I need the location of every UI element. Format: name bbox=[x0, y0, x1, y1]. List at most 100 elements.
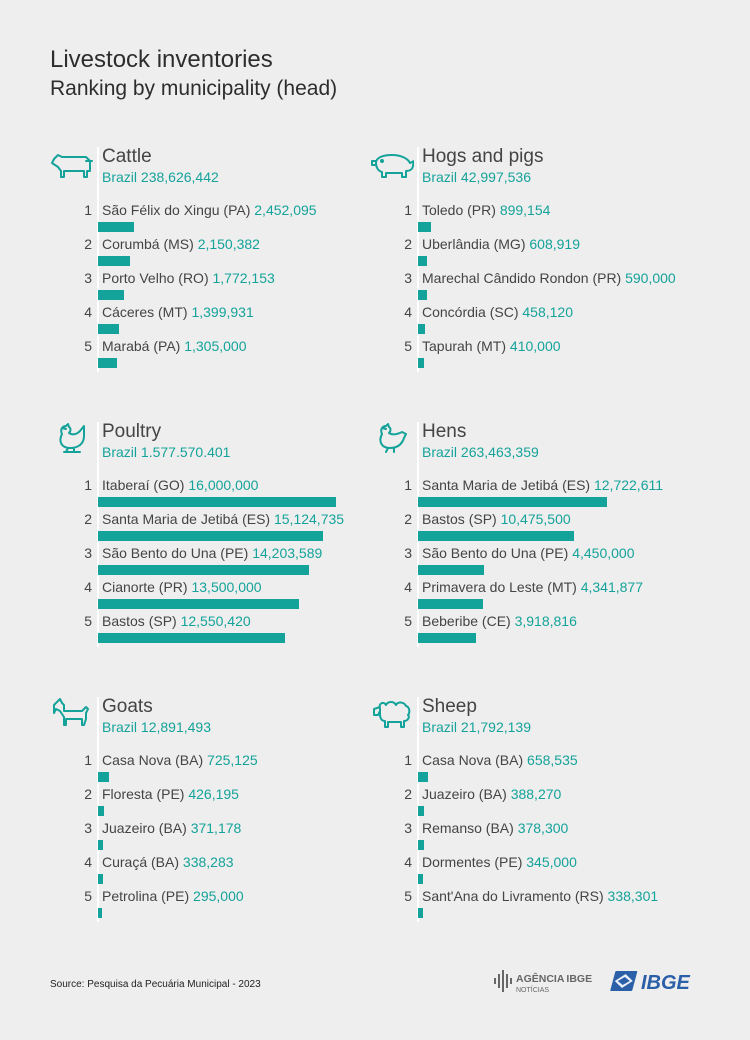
municipality-name: Cianorte (PR) bbox=[102, 579, 188, 595]
bar bbox=[98, 290, 124, 300]
data-label: 338,283 bbox=[182, 854, 234, 870]
chart-title: Sheep bbox=[422, 696, 477, 717]
sheep-icon bbox=[370, 697, 414, 729]
ranking-row: 1 Santa Maria de Jetibá (ES) 12,722,611 bbox=[370, 476, 730, 510]
rank-number: 1 bbox=[404, 202, 412, 218]
data-label: 410,000 bbox=[509, 338, 561, 354]
data-label: 608,919 bbox=[529, 236, 580, 252]
chart-title: Hogs and pigs bbox=[422, 146, 544, 167]
bar bbox=[98, 324, 119, 334]
ranking-row: 4 Curaçá (BA) 338,283 bbox=[50, 853, 410, 887]
ranking-row: 5 Sant'Ana do Livramento (RS) 338,301 bbox=[370, 887, 730, 921]
national-total: Brazil 21,792,139 bbox=[422, 718, 531, 736]
ranking-row: 2 Uberlândia (MG) 608,919 bbox=[370, 235, 730, 269]
chart-title: Poultry bbox=[102, 421, 162, 442]
municipality-name: Corumbá (MS) bbox=[102, 236, 194, 252]
bar bbox=[418, 840, 424, 850]
page-subtitle: Ranking by municipality (head) bbox=[50, 77, 338, 100]
bar bbox=[418, 633, 476, 643]
national-total: Brazil 263,463,359 bbox=[422, 443, 539, 461]
national-total: Brazil 238,626,442 bbox=[102, 168, 219, 186]
rank-number: 5 bbox=[404, 338, 412, 354]
bar bbox=[98, 256, 130, 266]
chart-panel-poultry: Poultry Brazil 1.577.570.401 1 Itaberaí (GO… bbox=[50, 420, 410, 680]
rank-number: 3 bbox=[84, 270, 92, 286]
rank-number: 5 bbox=[404, 613, 412, 629]
total-value: 21,792,139 bbox=[460, 719, 531, 735]
rank-number: 4 bbox=[404, 579, 412, 595]
poultry-icon bbox=[50, 422, 94, 454]
municipality-name: Porto Velho (RO) bbox=[102, 270, 209, 286]
municipality-name: Petrolina (PE) bbox=[102, 888, 190, 904]
data-label: 725,125 bbox=[207, 752, 258, 768]
municipality-label: Sant'Ana do Livramento (RS) 338,301 bbox=[422, 887, 658, 905]
rank-number: 4 bbox=[84, 579, 92, 595]
bar bbox=[98, 806, 104, 816]
municipality-label: Marabá (PA) 1,305,000 bbox=[102, 337, 247, 355]
municipality-label: Petrolina (PE) 295,000 bbox=[102, 887, 244, 905]
municipality-label: Casa Nova (BA) 658,535 bbox=[422, 751, 578, 769]
rank-number: 3 bbox=[404, 270, 412, 286]
data-label: 1,772,153 bbox=[212, 270, 275, 286]
rank-number: 2 bbox=[84, 786, 92, 802]
municipality-name: Sant'Ana do Livramento (RS) bbox=[422, 888, 608, 904]
source-note: Source: Pesquisa da Pecuária Municipal -… bbox=[50, 979, 261, 990]
chart-panel-sheep: Sheep Brazil 21,792,139 1 Casa Nova (BA) 65… bbox=[370, 695, 730, 955]
rank-number: 5 bbox=[84, 613, 92, 629]
ranking-row: 2 Santa Maria de Jetibá (ES) 15,124,735 bbox=[50, 510, 410, 544]
ibge-logo-text: IBGE bbox=[641, 972, 691, 993]
ranking-row: 4 Concórdia (SC) 458,120 bbox=[370, 303, 730, 337]
bar bbox=[418, 908, 423, 918]
chart-panel-cattle: Cattle Brazil 238,626,442 1 São Félix do Xi… bbox=[50, 145, 410, 405]
data-label: 2,150,382 bbox=[197, 236, 260, 252]
ranking-row: 1 Toledo (PR) 899,154 bbox=[370, 201, 730, 235]
municipality-label: Casa Nova (BA) 725,125 bbox=[102, 751, 258, 769]
municipality-name: Juazeiro (BA) bbox=[422, 786, 507, 802]
rank-number: 4 bbox=[84, 854, 92, 870]
ranking-row: 5 Beberibe (CE) 3,918,816 bbox=[370, 612, 730, 646]
bar bbox=[418, 874, 423, 884]
municipality-name: Primavera do Leste (MT) bbox=[422, 579, 577, 595]
municipality-label: Primavera do Leste (MT) 4,341,877 bbox=[422, 578, 643, 596]
agencia-logo-text-a: AGÊNCIA bbox=[516, 972, 565, 985]
ranking-row: 3 São Bento do Una (PE) 4,450,000 bbox=[370, 544, 730, 578]
rank-number: 5 bbox=[84, 338, 92, 354]
municipality-name: São Félix do Xingu (PA) bbox=[102, 202, 251, 218]
municipality-name: Concórdia (SC) bbox=[422, 304, 519, 320]
municipality-label: Beberibe (CE) 3,918,816 bbox=[422, 612, 577, 630]
bar bbox=[418, 497, 607, 507]
rank-number: 2 bbox=[404, 786, 412, 802]
bar bbox=[98, 358, 117, 368]
municipality-name: São Bento do Una (PE) bbox=[102, 545, 249, 561]
hen-icon bbox=[370, 422, 414, 454]
bar bbox=[98, 565, 309, 575]
data-label: 371,178 bbox=[190, 820, 242, 836]
ranking-row: 3 Porto Velho (RO) 1,772,153 bbox=[50, 269, 410, 303]
municipality-name: Santa Maria de Jetibá (ES) bbox=[422, 477, 591, 493]
data-label: 4,341,877 bbox=[580, 579, 644, 595]
municipality-name: Curaçá (BA) bbox=[102, 854, 180, 870]
municipality-label: Bastos (SP) 12,550,420 bbox=[102, 612, 251, 630]
data-label: 338,301 bbox=[607, 888, 659, 904]
municipality-name: Juazeiro (BA) bbox=[102, 820, 187, 836]
municipality-label: Marechal Cândido Rondon (PR) 590,000 bbox=[422, 269, 676, 287]
ranking-row: 5 Marabá (PA) 1,305,000 bbox=[50, 337, 410, 371]
bar bbox=[418, 806, 424, 816]
municipality-name: São Bento do Una (PE) bbox=[422, 545, 569, 561]
municipality-name: Uberlândia (MG) bbox=[422, 236, 526, 252]
municipality-label: São Félix do Xingu (PA) 2,452,095 bbox=[102, 201, 317, 219]
ranking-row: 4 Cáceres (MT) 1,399,931 bbox=[50, 303, 410, 337]
ranking-row: 4 Dormentes (PE) 345,000 bbox=[370, 853, 730, 887]
municipality-label: Itaberaí (GO) 16,000,000 bbox=[102, 476, 258, 494]
bar bbox=[98, 840, 103, 850]
national-total: Brazil 42,997,536 bbox=[422, 168, 531, 186]
total-label: Brazil bbox=[422, 719, 458, 735]
data-label: 295,000 bbox=[193, 888, 244, 904]
data-label: 4,450,000 bbox=[572, 545, 635, 561]
total-value: 238,626,442 bbox=[140, 169, 219, 185]
data-label: 388,270 bbox=[510, 786, 562, 802]
rank-number: 3 bbox=[84, 545, 92, 561]
bar bbox=[418, 599, 483, 609]
rank-number: 1 bbox=[404, 477, 412, 493]
goat-icon bbox=[50, 697, 94, 729]
